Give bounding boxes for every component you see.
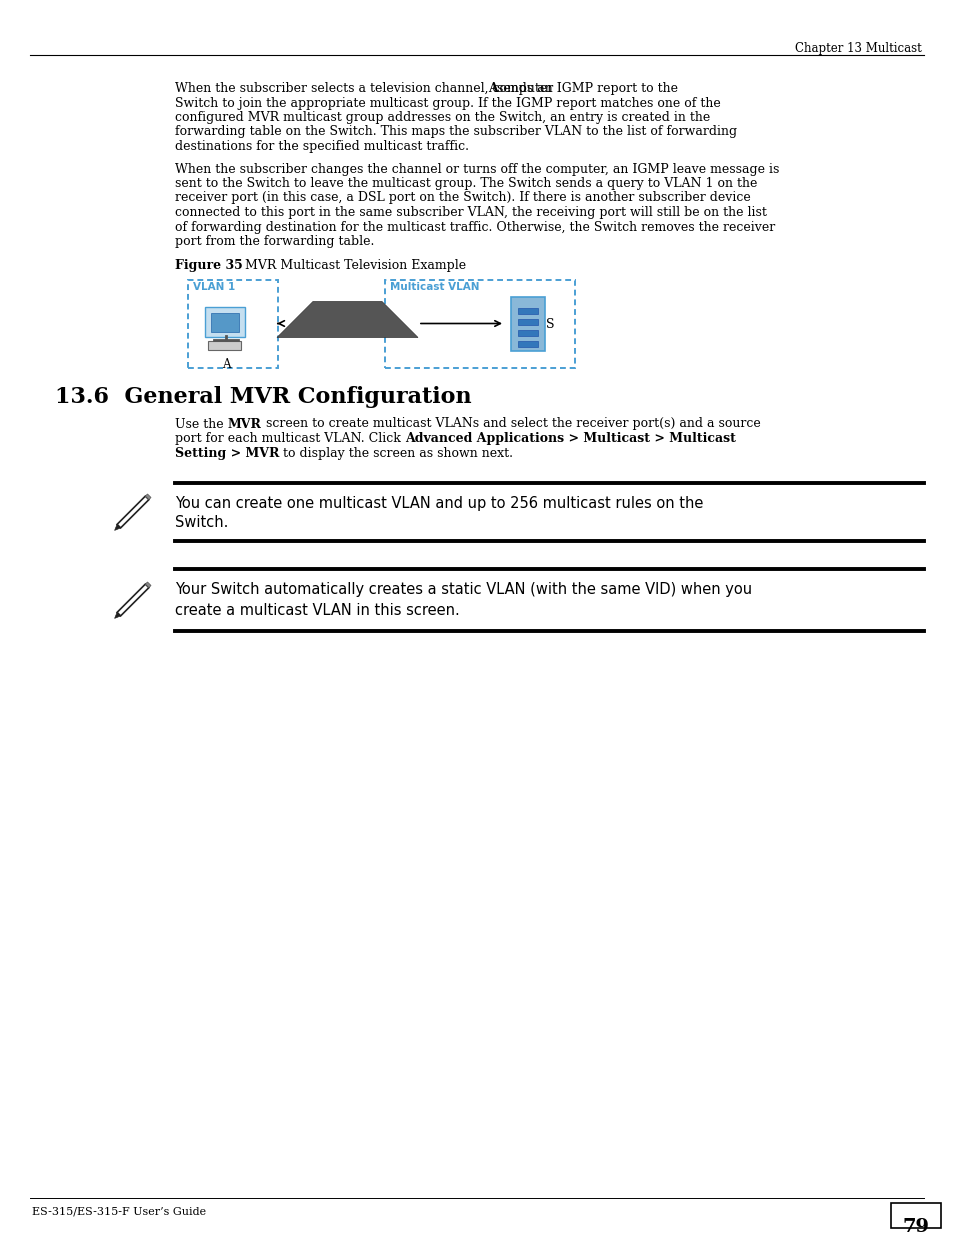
FancyBboxPatch shape xyxy=(205,306,245,336)
Polygon shape xyxy=(145,494,151,500)
Text: S: S xyxy=(545,317,554,331)
Text: Figure 35: Figure 35 xyxy=(174,259,242,273)
Text: sent to the Switch to leave the multicast group. The Switch sends a query to VLA: sent to the Switch to leave the multicas… xyxy=(174,177,757,190)
Text: Advanced Applications > Multicast > Multicast: Advanced Applications > Multicast > Mult… xyxy=(404,432,735,445)
Text: screen to create multicast VLANs and select the receiver port(s) and a source: screen to create multicast VLANs and sel… xyxy=(261,417,760,431)
Text: configured MVR multicast group addresses on the Switch, an entry is created in t: configured MVR multicast group addresses… xyxy=(174,111,709,124)
Polygon shape xyxy=(114,525,120,530)
Text: When the subscriber changes the channel or turns off the computer, an IGMP leave: When the subscriber changes the channel … xyxy=(174,163,779,175)
Text: receiver port (in this case, a DSL port on the Switch). If there is another subs: receiver port (in this case, a DSL port … xyxy=(174,191,750,205)
Text: Your Switch automatically creates a static VLAN (with the same VID) when you: Your Switch automatically creates a stat… xyxy=(174,582,751,597)
Polygon shape xyxy=(276,301,417,337)
FancyBboxPatch shape xyxy=(517,308,537,314)
Text: A: A xyxy=(221,357,230,370)
Text: ES-315/ES-315-F User’s Guide: ES-315/ES-315-F User’s Guide xyxy=(32,1207,206,1216)
Text: connected to this port in the same subscriber VLAN, the receiving port will stil: connected to this port in the same subsc… xyxy=(174,206,766,219)
Text: You can create one multicast VLAN and up to 256 multicast rules on the: You can create one multicast VLAN and up… xyxy=(174,496,702,511)
FancyBboxPatch shape xyxy=(209,341,241,350)
Text: of forwarding destination for the multicast traffic. Otherwise, the Switch remov: of forwarding destination for the multic… xyxy=(174,221,775,233)
Text: Switch.: Switch. xyxy=(174,515,228,530)
Text: MVR: MVR xyxy=(228,417,261,431)
Text: VLAN 1: VLAN 1 xyxy=(193,283,235,293)
Text: port for each multicast VLAN. Click: port for each multicast VLAN. Click xyxy=(174,432,404,445)
Text: A: A xyxy=(487,82,497,95)
FancyBboxPatch shape xyxy=(511,296,544,351)
FancyBboxPatch shape xyxy=(517,330,537,336)
Text: MVR Multicast Television Example: MVR Multicast Television Example xyxy=(233,259,466,273)
Polygon shape xyxy=(114,613,120,619)
Text: Setting > MVR: Setting > MVR xyxy=(174,447,279,459)
Text: forwarding table on the Switch. This maps the subscriber VLAN to the list of for: forwarding table on the Switch. This map… xyxy=(174,126,737,138)
Text: sends an IGMP report to the: sends an IGMP report to the xyxy=(493,82,678,95)
FancyBboxPatch shape xyxy=(517,319,537,325)
Text: destinations for the specified multicast traffic.: destinations for the specified multicast… xyxy=(174,140,469,153)
Text: Use the: Use the xyxy=(174,417,228,431)
Text: 13.6  General MVR Configuration: 13.6 General MVR Configuration xyxy=(55,385,471,408)
Text: Multicast VLAN: Multicast VLAN xyxy=(390,283,479,293)
FancyBboxPatch shape xyxy=(517,341,537,347)
Text: create a multicast VLAN in this screen.: create a multicast VLAN in this screen. xyxy=(174,603,459,618)
Text: port from the forwarding table.: port from the forwarding table. xyxy=(174,235,374,248)
Polygon shape xyxy=(145,582,151,588)
FancyBboxPatch shape xyxy=(211,312,239,331)
FancyBboxPatch shape xyxy=(890,1203,940,1228)
Text: Switch to join the appropriate multicast group. If the IGMP report matches one o: Switch to join the appropriate multicast… xyxy=(174,96,720,110)
Text: to display the screen as shown next.: to display the screen as shown next. xyxy=(279,447,513,459)
Text: 79: 79 xyxy=(902,1218,928,1235)
Text: When the subscriber selects a television channel, computer: When the subscriber selects a television… xyxy=(174,82,557,95)
Text: Chapter 13 Multicast: Chapter 13 Multicast xyxy=(795,42,921,56)
